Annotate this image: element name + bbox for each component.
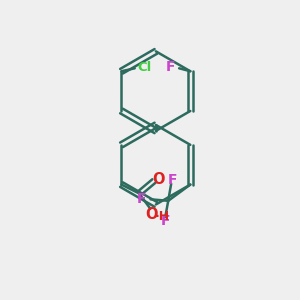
Text: F: F (166, 60, 176, 74)
Text: F: F (168, 173, 177, 187)
Text: Cl: Cl (137, 61, 151, 74)
Text: O: O (153, 172, 165, 187)
Text: F: F (137, 192, 146, 206)
Text: F: F (160, 214, 170, 228)
Text: ·H: ·H (155, 211, 170, 224)
Text: O: O (145, 206, 158, 221)
